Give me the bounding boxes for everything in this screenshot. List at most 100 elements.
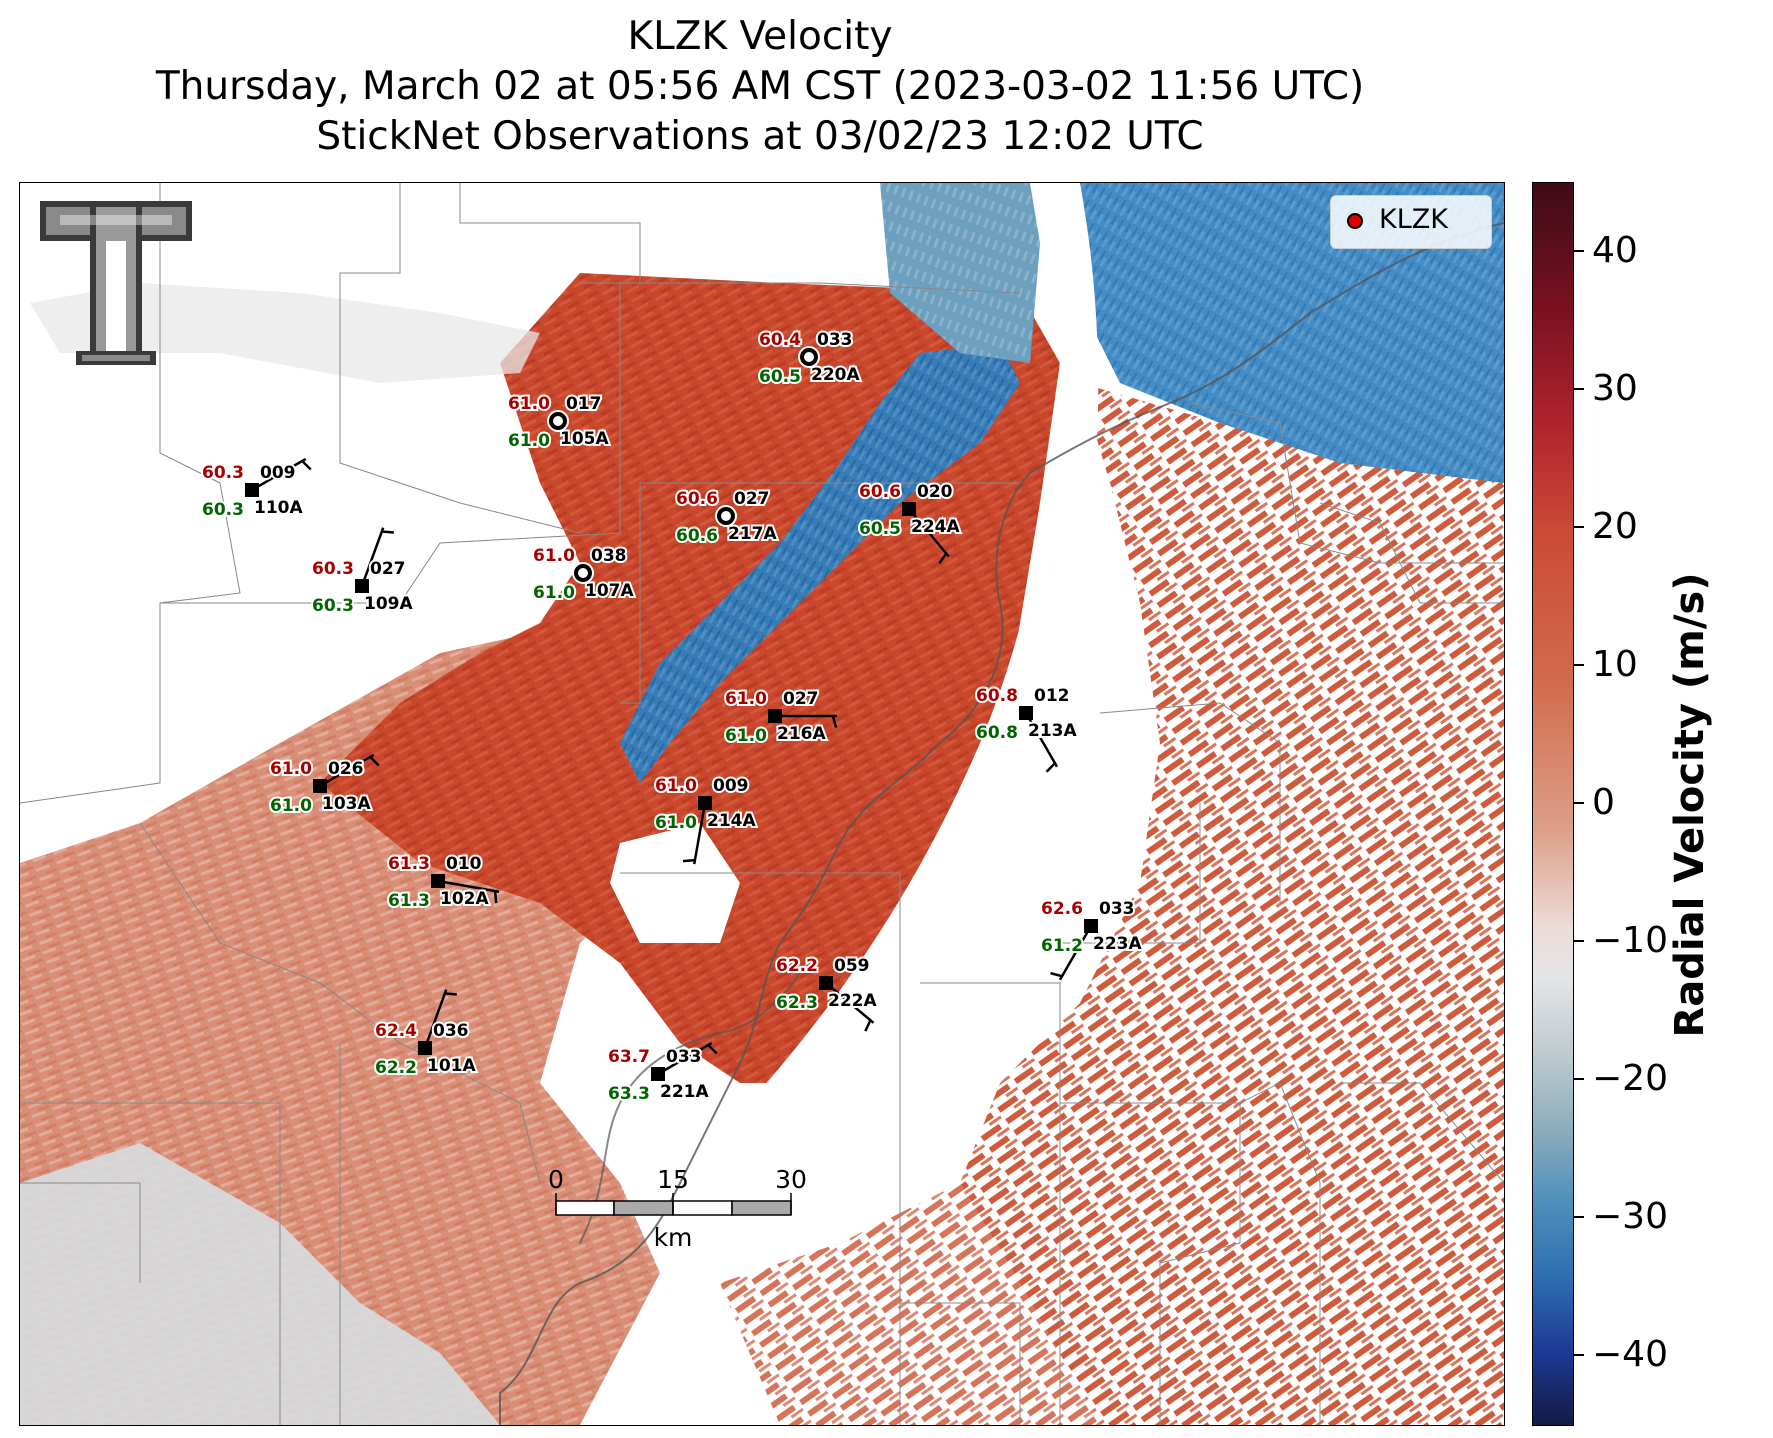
station-110A[interactable]: 60.3 009 60.3 110A — [200, 457, 312, 522]
station-223A[interactable]: 62.6 033 61.2 223A — [1039, 897, 1144, 981]
station-dewpoint: 61.0 — [725, 726, 767, 746]
station-dewpoint: 61.0 — [508, 431, 550, 451]
wind-barb-flag-icon — [938, 552, 948, 564]
station-217A[interactable]: 60.6 027 60.6 217A — [674, 487, 779, 548]
colorbar-tick-label: 0 — [1592, 782, 1615, 823]
wind-barb-icon — [423, 989, 448, 1049]
station-direction: 026 — [328, 759, 364, 779]
station-calm-center-icon — [553, 416, 563, 426]
colorbar-tick — [1574, 388, 1584, 390]
station-calm-center-icon — [804, 352, 814, 362]
legend-label: KLZK — [1379, 204, 1448, 235]
scale-bar — [555, 1193, 792, 1216]
station-id: 223A — [1093, 934, 1142, 954]
station-id: 102A — [440, 889, 489, 909]
station-temperature: 61.3 — [388, 854, 430, 874]
station-square-icon — [313, 779, 327, 793]
station-dewpoint: 63.3 — [608, 1084, 650, 1104]
station-dewpoint: 60.5 — [759, 367, 801, 387]
station-213A[interactable]: 60.8 012 60.8 213A — [974, 684, 1079, 773]
station-square-icon — [902, 502, 916, 516]
station-square-icon — [431, 874, 445, 888]
colorbar-tick — [1574, 802, 1584, 804]
station-direction: 009 — [713, 776, 749, 796]
station-id: 224A — [911, 517, 960, 537]
station-dewpoint: 60.8 — [976, 723, 1018, 743]
wind-barb-flag-icon — [444, 992, 457, 996]
station-direction: 020 — [917, 482, 953, 502]
colorbar-tick — [1574, 250, 1584, 252]
station-dewpoint: 61.3 — [388, 891, 430, 911]
station-direction: 033 — [666, 1047, 702, 1067]
scale-unit: km — [653, 1223, 693, 1252]
station-dewpoint: 60.6 — [676, 526, 718, 546]
station-107A[interactable]: 61.0 038 61.0 107A — [531, 544, 636, 605]
county-boundaries — [20, 183, 1504, 1425]
station-temperature: 62.4 — [375, 1021, 417, 1041]
station-id: 213A — [1028, 721, 1077, 741]
wind-barb-flag-icon — [1045, 762, 1056, 773]
station-214A[interactable]: 61.0 009 61.0 214A — [653, 774, 758, 865]
station-dewpoint: 60.3 — [312, 596, 354, 616]
station-id: 221A — [660, 1082, 709, 1102]
radar-site-marker-icon — [1347, 213, 1363, 229]
scale-label-0: 0 — [548, 1165, 564, 1194]
colorbar-tick-label: 30 — [1592, 368, 1638, 409]
colorbar-tick — [1574, 940, 1584, 942]
station-224A[interactable]: 60.6 020 60.5 224A — [857, 480, 962, 564]
station-direction: 027 — [370, 559, 406, 579]
station-temperature: 61.0 — [725, 689, 767, 709]
station-id: 214A — [707, 811, 756, 831]
station-dewpoint: 62.2 — [375, 1058, 417, 1078]
colorbar-tick-label: −30 — [1592, 1196, 1668, 1237]
range-gap-arc — [740, 183, 1099, 1143]
echo-free-area — [610, 823, 740, 943]
texas-tech-double-t-logo — [40, 201, 192, 365]
velocity-area-inbound-northeast — [880, 183, 1040, 363]
colorbar-title: Radial Velocity (m/s) — [1667, 572, 1713, 1038]
title-line-3: StickNet Observations at 03/02/23 12:02 … — [316, 114, 1204, 159]
wind-barb-icon — [825, 982, 875, 1024]
station-direction: 012 — [1034, 686, 1070, 706]
station-temperature: 60.4 — [759, 330, 801, 350]
station-temperature: 60.3 — [312, 559, 354, 579]
station-102A[interactable]: 61.3 010 61.3 102A — [386, 852, 500, 913]
scale-label-15: 15 — [657, 1165, 689, 1194]
station-222A[interactable]: 62.2 059 62.3 222A — [774, 954, 879, 1032]
station-105A[interactable]: 61.0 017 61.0 105A — [506, 392, 611, 453]
river-line — [579, 972, 801, 1244]
station-calm-center-icon — [578, 568, 588, 578]
station-101A[interactable]: 62.4 036 62.2 101A — [373, 989, 478, 1080]
station-id: 105A — [560, 429, 609, 449]
colorbar-tick-label: 40 — [1592, 230, 1638, 271]
station-id: 109A — [364, 594, 413, 614]
station-id: 222A — [828, 991, 877, 1011]
station-temperature: 62.6 — [1041, 899, 1083, 919]
station-109A[interactable]: 60.3 027 60.3 109A — [310, 527, 415, 618]
velocity-area-sparse-northwest — [30, 283, 540, 383]
station-temperature: 60.6 — [676, 489, 718, 509]
station-direction: 017 — [566, 394, 602, 414]
radar-map[interactable]: 62.4 036 62.2 101A 61.3 010 61.3 102A 61.0 026 61.… — [19, 182, 1505, 1426]
colorbar-tick — [1574, 1354, 1584, 1356]
station-square-icon — [245, 483, 259, 497]
title-line-1: KLZK Velocity — [627, 14, 893, 59]
station-temperature: 61.0 — [655, 776, 697, 796]
station-square-icon — [819, 976, 833, 990]
wind-barb-icon — [360, 527, 385, 587]
station-103A[interactable]: 61.0 026 61.0 103A — [268, 753, 380, 818]
station-id: 101A — [427, 1056, 476, 1076]
station-id: 220A — [811, 365, 860, 385]
station-square-icon — [698, 796, 712, 810]
station-direction: 027 — [734, 489, 770, 509]
station-direction: 009 — [260, 463, 296, 483]
wind-barb-flag-icon — [707, 1044, 718, 1055]
wind-barb-icon — [437, 879, 500, 893]
wind-barb-flag-icon — [381, 530, 394, 534]
velocity-area-inbound-band — [620, 343, 1020, 783]
station-temperature: 60.8 — [976, 686, 1018, 706]
station-221A[interactable]: 63.7 033 63.3 221A — [606, 1041, 718, 1106]
station-dewpoint: 61.0 — [655, 813, 697, 833]
station-220A[interactable]: 60.4 033 60.5 220A — [757, 328, 862, 389]
station-216A[interactable]: 61.0 027 61.0 216A — [723, 687, 838, 748]
